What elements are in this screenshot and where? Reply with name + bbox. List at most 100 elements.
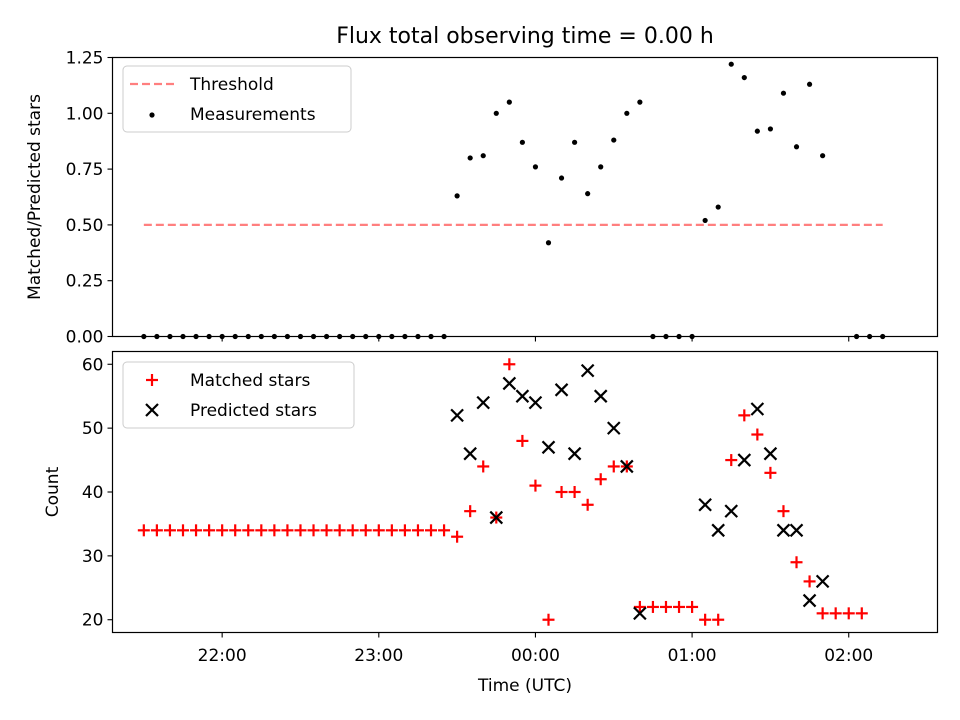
matched-star-point	[281, 524, 294, 537]
measurement-point	[702, 217, 708, 224]
top-axes-frame	[111, 56, 939, 338]
matched-star-point	[163, 524, 176, 537]
bottom-legend: Matched stars Predicted stars	[122, 361, 355, 429]
legend-matched-marker	[146, 374, 158, 386]
measurement-point	[637, 99, 643, 105]
matched-star-point	[646, 600, 659, 613]
matched-star-point	[633, 600, 646, 613]
legend-measurements-marker	[149, 112, 155, 118]
x-tick-label: 01:00	[668, 646, 717, 666]
top-y-axis-label: Matched/Predicted stars	[25, 94, 45, 300]
bottom-marks	[137, 358, 868, 626]
matched-star-point	[359, 524, 372, 537]
predicted-star-point	[515, 389, 530, 403]
matched-star-point	[242, 524, 255, 537]
measurement-point	[741, 74, 747, 81]
bottom-y-tick-label: 60	[82, 355, 104, 375]
predicted-star-point	[541, 440, 556, 455]
matched-star-point	[659, 600, 672, 613]
predicted-star-point	[724, 504, 739, 518]
legend-matched-label: Matched stars	[190, 371, 310, 391]
chart-title: Flux total observing time = 0.00 h	[336, 24, 714, 49]
matched-star-point	[699, 613, 712, 626]
measurement-point	[611, 137, 617, 143]
matched-star-point	[268, 524, 281, 537]
predicted-star-point	[554, 383, 569, 397]
predicted-star-point	[593, 389, 608, 403]
predicted-star-point	[567, 446, 582, 461]
predicted-star-point	[698, 497, 712, 512]
matched-star-point	[790, 556, 803, 569]
predicted-star-point	[528, 395, 543, 410]
measurement-point	[558, 175, 565, 181]
matched-star-point	[855, 607, 868, 620]
matched-star-point	[529, 479, 542, 492]
top-legend-box	[122, 65, 352, 133]
measurement-point	[598, 164, 604, 170]
predicted-star-point	[450, 408, 464, 423]
predicted-star-point	[776, 523, 791, 538]
matched-star-point	[738, 409, 751, 422]
predicted-star-point	[620, 459, 634, 474]
predicted-star-point	[476, 395, 491, 410]
legend-measurements-label: Measurements	[190, 105, 316, 125]
measurement-point	[519, 139, 525, 145]
predicted-star-point	[463, 446, 477, 461]
measurement-point	[493, 110, 499, 116]
matched-star-point	[229, 524, 242, 537]
bottom-x-ticks: 22:00 23:00 00:00 01:00 02:00	[198, 632, 873, 666]
predicted-star-point	[606, 421, 621, 435]
matched-star-point	[516, 434, 529, 447]
predicted-star-point	[802, 593, 817, 608]
predicted-star-point	[750, 402, 765, 416]
matched-star-point	[255, 524, 268, 537]
matched-star-point	[320, 524, 333, 537]
measurement-point	[467, 155, 473, 161]
matched-star-point	[803, 575, 816, 588]
predicted-star-point	[763, 446, 778, 461]
matched-star-point	[829, 607, 842, 620]
bottom-y-ticks: 20 30 40 50 60	[82, 355, 113, 631]
matched-star-point	[542, 613, 555, 626]
legend-threshold-label: Threshold	[189, 75, 274, 95]
x-tick-label: 23:00	[354, 646, 403, 666]
x-tick-label: 22:00	[198, 646, 247, 666]
bottom-legend-box	[122, 361, 355, 429]
matched-star-point	[216, 524, 229, 537]
measurement-point	[793, 144, 800, 150]
measurement-point	[806, 81, 813, 87]
matched-star-point	[137, 524, 150, 537]
matched-star-point	[346, 524, 359, 537]
top-legend: Threshold Measurements	[122, 65, 352, 133]
measurement-point	[820, 153, 826, 159]
matched-star-point	[398, 524, 411, 537]
measurement-point	[585, 191, 591, 197]
measurement-point	[780, 90, 787, 96]
bottom-panel: 20 30 40 50 60 22:00 23:00 00:00 01:00 02:00 Cou…	[43, 350, 939, 696]
x-axis-label: Time (UTC)	[477, 676, 572, 696]
matched-star-point	[176, 524, 189, 537]
top-y-tick-label: 1.00	[66, 104, 104, 124]
matched-star-point	[438, 524, 451, 537]
matched-star-point	[385, 524, 398, 537]
bottom-y-tick-label: 40	[82, 483, 104, 503]
matched-star-point	[581, 498, 594, 511]
predicted-star-point	[502, 376, 517, 391]
matched-star-point	[751, 428, 764, 441]
top-y-tick-label: 1.25	[66, 49, 104, 69]
matched-star-point	[451, 530, 464, 543]
matched-star-point	[372, 524, 385, 537]
predicted-star-point	[711, 523, 725, 538]
predicted-star-point	[489, 510, 504, 525]
predicted-star-point	[737, 453, 752, 467]
x-tick-label: 00:00	[511, 646, 560, 666]
top-x-ticks	[221, 336, 850, 342]
matched-star-point	[594, 473, 607, 486]
measurement-point	[545, 240, 552, 246]
matched-star-point	[425, 524, 438, 537]
matched-star-point	[294, 524, 307, 537]
matched-star-point	[503, 358, 516, 371]
matched-star-point	[464, 505, 477, 518]
measurement-point	[572, 139, 578, 145]
